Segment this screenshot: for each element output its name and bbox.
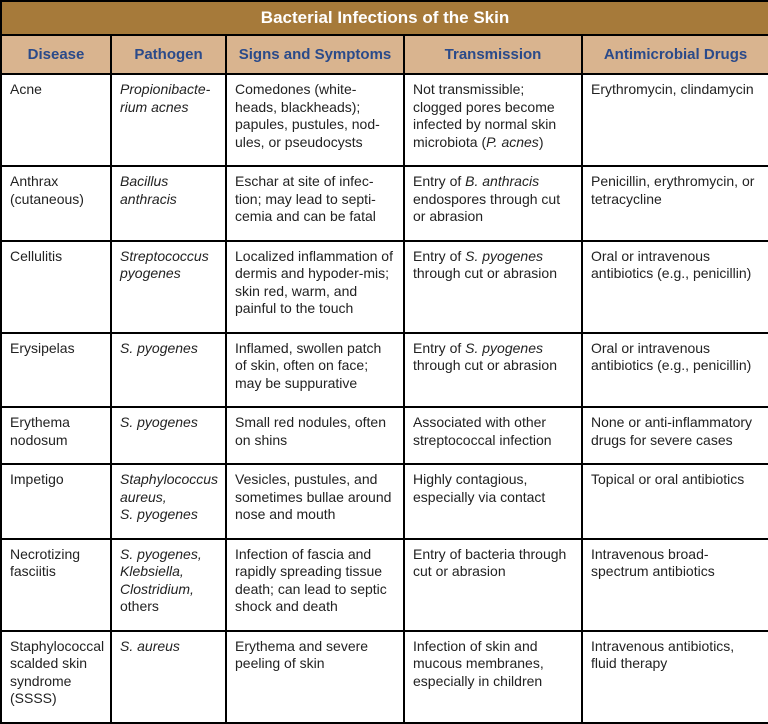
table-row: CellulitisStreptococcus pyogenesLocalize… — [1, 241, 768, 333]
title-row: Bacterial Infections of the Skin — [1, 1, 768, 35]
cell-pathogen: Staphylococcus aureus, S. pyogenes — [111, 464, 226, 539]
cell-drugs: Oral or intravenous antibiotics (e.g., p… — [582, 241, 768, 333]
table-container: Bacterial Infections of the Skin Disease… — [0, 0, 768, 724]
infections-table: Bacterial Infections of the Skin Disease… — [0, 0, 768, 724]
cell-disease: Erythema nodosum — [1, 407, 111, 464]
cell-drugs: Oral or intravenous antibiotics (e.g., p… — [582, 333, 768, 408]
cell-disease: Erysipelas — [1, 333, 111, 408]
cell-signs: Eschar at site of infec-tion; may lead t… — [226, 166, 404, 241]
cell-signs: Inflamed, swollen patch of skin, often o… — [226, 333, 404, 408]
col-pathogen: Pathogen — [111, 35, 226, 74]
cell-pathogen: S. aureus — [111, 631, 226, 723]
cell-transmission: Entry of B. anthracis endospores through… — [404, 166, 582, 241]
cell-disease: Cellulitis — [1, 241, 111, 333]
cell-transmission: Not transmissible; clogged pores become … — [404, 74, 582, 166]
table-row: Anthrax (cutaneous)Bacillus anthracisEsc… — [1, 166, 768, 241]
cell-transmission: Associated with other streptococcal infe… — [404, 407, 582, 464]
cell-drugs: Topical or oral antibiotics — [582, 464, 768, 539]
cell-signs: Comedones (white-heads, blackheads); pap… — [226, 74, 404, 166]
table-row: Erythema nodosumS. pyogenesSmall red nod… — [1, 407, 768, 464]
table-row: Necrotizing fasciitisS. pyogenes, Klebsi… — [1, 539, 768, 631]
cell-pathogen: S. pyogenes, Klebsiella, Clostridium, ot… — [111, 539, 226, 631]
cell-signs: Small red nodules, often on shins — [226, 407, 404, 464]
cell-transmission: Entry of S. pyogenes through cut or abra… — [404, 333, 582, 408]
table-row: ErysipelasS. pyogenesInflamed, swollen p… — [1, 333, 768, 408]
cell-pathogen: Bacillus anthracis — [111, 166, 226, 241]
cell-disease: Staphylococcal scalded skin syndrome (SS… — [1, 631, 111, 723]
table-row: AcnePropionibacte-rium acnesComedones (w… — [1, 74, 768, 166]
cell-pathogen: Propionibacte-rium acnes — [111, 74, 226, 166]
cell-transmission: Entry of bacteria through cut or abrasio… — [404, 539, 582, 631]
table-body: AcnePropionibacte-rium acnesComedones (w… — [1, 74, 768, 723]
col-transmission: Transmission — [404, 35, 582, 74]
cell-drugs: Intravenous broad-spectrum antibiotics — [582, 539, 768, 631]
cell-signs: Localized inflammation of dermis and hyp… — [226, 241, 404, 333]
cell-drugs: Penicillin, erythromycin, or tetracyclin… — [582, 166, 768, 241]
table-row: Staphylococcal scalded skin syndrome (SS… — [1, 631, 768, 723]
cell-disease: Anthrax (cutaneous) — [1, 166, 111, 241]
header-row: Disease Pathogen Signs and Symptoms Tran… — [1, 35, 768, 74]
cell-pathogen: S. pyogenes — [111, 407, 226, 464]
cell-transmission: Highly contagious, especially via contac… — [404, 464, 582, 539]
cell-drugs: Erythromycin, clindamycin — [582, 74, 768, 166]
table-title: Bacterial Infections of the Skin — [1, 1, 768, 35]
col-signs: Signs and Symptoms — [226, 35, 404, 74]
cell-signs: Infection of fascia and rapidly spreadin… — [226, 539, 404, 631]
col-drugs: Antimicrobial Drugs — [582, 35, 768, 74]
cell-disease: Necrotizing fasciitis — [1, 539, 111, 631]
cell-pathogen: Streptococcus pyogenes — [111, 241, 226, 333]
cell-drugs: None or anti-inflammatory drugs for seve… — [582, 407, 768, 464]
cell-transmission: Infection of skin and mucous membranes, … — [404, 631, 582, 723]
col-disease: Disease — [1, 35, 111, 74]
cell-signs: Vesicles, pustules, and sometimes bullae… — [226, 464, 404, 539]
cell-pathogen: S. pyogenes — [111, 333, 226, 408]
cell-drugs: Intravenous antibiotics, fluid therapy — [582, 631, 768, 723]
cell-disease: Impetigo — [1, 464, 111, 539]
cell-disease: Acne — [1, 74, 111, 166]
cell-transmission: Entry of S. pyogenes through cut or abra… — [404, 241, 582, 333]
table-row: ImpetigoStaphylococcus aureus, S. pyogen… — [1, 464, 768, 539]
cell-signs: Erythema and severe peeling of skin — [226, 631, 404, 723]
